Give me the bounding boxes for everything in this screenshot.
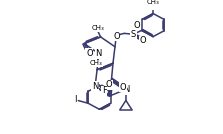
Text: O: O	[105, 80, 112, 89]
Text: CH₃: CH₃	[90, 60, 103, 66]
Text: O: O	[86, 49, 93, 58]
Text: N: N	[95, 49, 102, 58]
Text: N: N	[92, 82, 98, 91]
Text: I: I	[74, 95, 76, 104]
Text: CH₃: CH₃	[91, 25, 104, 31]
Text: O: O	[140, 36, 147, 45]
Text: CH₃: CH₃	[147, 0, 159, 5]
Text: S: S	[131, 30, 136, 39]
Text: O: O	[120, 83, 127, 92]
Text: F: F	[102, 86, 107, 95]
Text: O: O	[134, 21, 140, 30]
Text: O: O	[113, 32, 120, 41]
Text: N: N	[123, 85, 129, 94]
